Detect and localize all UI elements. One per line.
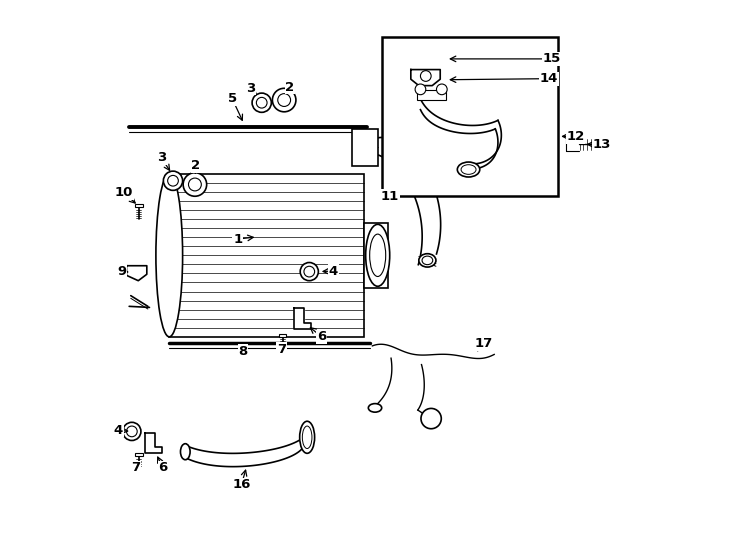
Text: 15: 15 xyxy=(542,52,561,65)
Text: 13: 13 xyxy=(593,138,611,151)
Circle shape xyxy=(184,173,207,196)
Circle shape xyxy=(272,88,296,112)
Text: 17: 17 xyxy=(474,338,493,350)
Text: 16: 16 xyxy=(232,478,250,491)
Text: 3: 3 xyxy=(156,151,166,164)
Ellipse shape xyxy=(421,408,441,429)
Polygon shape xyxy=(145,433,162,453)
Bar xyxy=(135,204,142,207)
Bar xyxy=(382,37,559,196)
Text: 8: 8 xyxy=(239,345,247,357)
Bar xyxy=(170,174,364,337)
Text: 7: 7 xyxy=(131,461,141,474)
Bar xyxy=(135,453,142,456)
Text: 10: 10 xyxy=(115,186,133,199)
Text: 4: 4 xyxy=(114,424,123,437)
Ellipse shape xyxy=(457,162,480,177)
Text: 3: 3 xyxy=(246,82,255,95)
Text: 11: 11 xyxy=(381,190,399,202)
Text: 6: 6 xyxy=(159,461,167,474)
Text: 4: 4 xyxy=(329,265,338,278)
Ellipse shape xyxy=(156,174,183,337)
Ellipse shape xyxy=(419,254,436,267)
Text: 12: 12 xyxy=(567,130,584,143)
Text: 7: 7 xyxy=(277,342,286,356)
Text: 2: 2 xyxy=(192,159,200,172)
Text: 9: 9 xyxy=(117,265,127,278)
Text: 14: 14 xyxy=(539,72,558,85)
Text: 2: 2 xyxy=(286,80,294,94)
Circle shape xyxy=(415,84,426,94)
Bar xyxy=(352,130,378,166)
Circle shape xyxy=(164,171,183,191)
Circle shape xyxy=(123,422,141,441)
Text: 5: 5 xyxy=(228,92,237,105)
Polygon shape xyxy=(294,308,311,329)
Text: 6: 6 xyxy=(317,330,326,343)
Polygon shape xyxy=(126,266,147,281)
Circle shape xyxy=(437,84,447,94)
Polygon shape xyxy=(411,70,440,86)
Ellipse shape xyxy=(366,224,390,286)
Bar xyxy=(364,222,388,288)
Ellipse shape xyxy=(181,444,190,460)
Circle shape xyxy=(300,262,319,281)
Text: 1: 1 xyxy=(233,233,242,246)
Ellipse shape xyxy=(368,403,382,412)
Circle shape xyxy=(252,93,272,112)
Bar xyxy=(279,334,286,337)
Bar xyxy=(417,90,446,100)
Ellipse shape xyxy=(299,421,315,453)
